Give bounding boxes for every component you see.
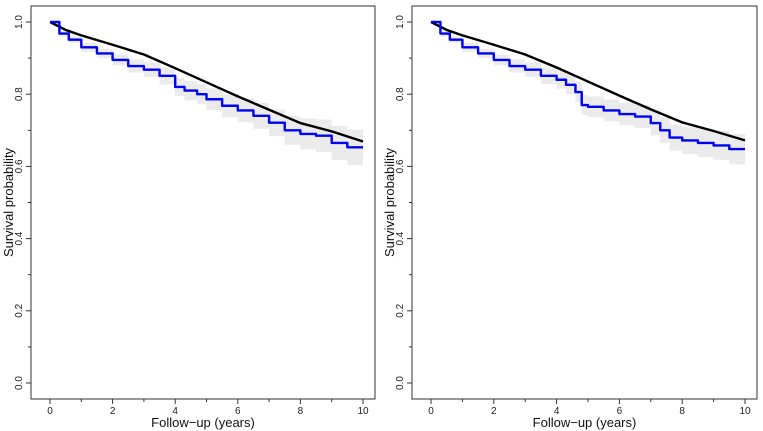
- x-axis-title: Follow−up (years): [533, 415, 637, 430]
- chart-panel-left: 0 2 4 6 8 10 0.0 0.2 0.4 0.6 0.8 1.0 Follow−up (year…: [0, 0, 381, 431]
- x-tick-label: 6: [617, 406, 623, 417]
- y-tick-label: 0.2: [395, 303, 406, 317]
- y-tick-label: 0.8: [395, 87, 406, 101]
- y-tick-label: 0.0: [395, 376, 406, 390]
- survival-chart-left: 0 2 4 6 8 10 0.0 0.2 0.4 0.6 0.8 1.0 Follow−up (year…: [1, 5, 376, 430]
- y-tick-label: 0.4: [14, 231, 25, 245]
- x-tick-label: 8: [679, 406, 685, 417]
- y-axis-title: Survival probability: [1, 147, 16, 257]
- x-tick-label: 4: [554, 406, 560, 417]
- survival-line-black: [430, 20, 746, 142]
- survival-chart-right: 0 2 4 6 8 10 0.0 0.2 0.4 0.6 0.8 1.0 Follow−up (year…: [382, 5, 758, 430]
- x-tick-label: 10: [739, 406, 751, 417]
- x-tick-label: 0: [428, 406, 434, 417]
- plot-frame: [411, 5, 758, 400]
- x-tick-label: 8: [298, 406, 304, 417]
- y-tick-label: 0.6: [395, 159, 406, 173]
- x-tick-label: 0: [47, 406, 53, 417]
- y-tick-label: 0.8: [14, 87, 25, 101]
- plot-frame: [30, 5, 376, 400]
- survival-line-black: [49, 20, 364, 143]
- y-tick-label: 0.4: [395, 231, 406, 245]
- x-tick-label: 10: [357, 406, 369, 417]
- survival-line-blue: [50, 20, 363, 149]
- x-tick-label: 2: [110, 406, 116, 417]
- x-tick-label: 4: [172, 406, 178, 417]
- x-tick-label: 2: [491, 406, 497, 417]
- survival-line-blue: [431, 20, 745, 151]
- x-axis-title: Follow−up (years): [151, 415, 255, 430]
- y-tick-label: 0.6: [14, 159, 25, 173]
- y-tick-label: 0.0: [14, 376, 25, 390]
- y-axis-title: Survival probability: [382, 147, 397, 257]
- y-tick-label: 1.0: [14, 15, 25, 29]
- chart-panel-right: 0 2 4 6 8 10 0.0 0.2 0.4 0.6 0.8 1.0 Follow−up (year…: [381, 0, 762, 431]
- y-tick-label: 0.2: [14, 303, 25, 317]
- x-tick-label: 6: [235, 406, 241, 417]
- y-tick-label: 1.0: [395, 15, 406, 29]
